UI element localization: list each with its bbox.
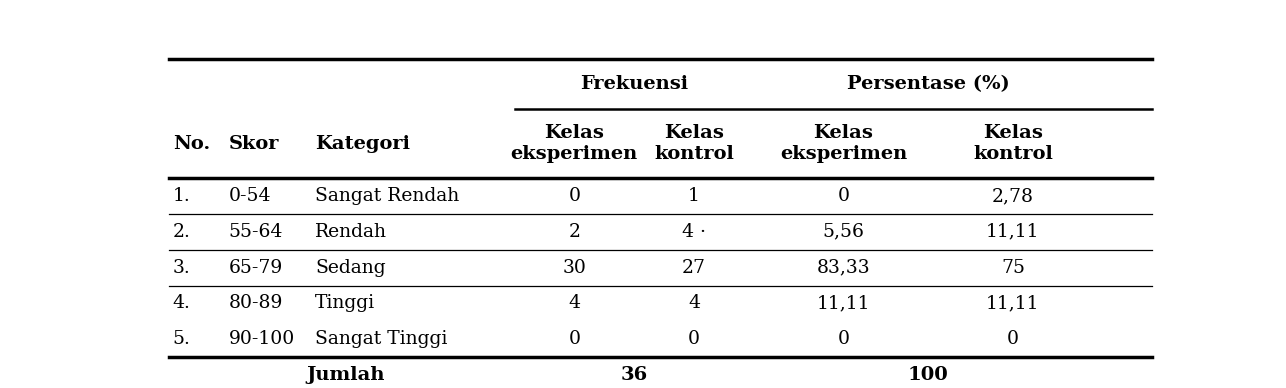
Text: 3.: 3. bbox=[172, 259, 190, 277]
Text: 0: 0 bbox=[837, 330, 850, 348]
Text: 0: 0 bbox=[837, 187, 850, 205]
Text: 1.: 1. bbox=[172, 187, 190, 205]
Text: Kelas
kontrol: Kelas kontrol bbox=[655, 124, 734, 163]
Text: 80-89: 80-89 bbox=[229, 294, 283, 312]
Text: 0: 0 bbox=[688, 330, 700, 348]
Text: Kategori: Kategori bbox=[315, 135, 410, 152]
Text: Skor: Skor bbox=[229, 135, 279, 152]
Text: 0: 0 bbox=[568, 330, 580, 348]
Text: 0: 0 bbox=[568, 187, 580, 205]
Text: 36: 36 bbox=[621, 366, 648, 384]
Text: Kelas
eksperimen: Kelas eksperimen bbox=[779, 124, 907, 163]
Text: 55-64: 55-64 bbox=[229, 223, 283, 241]
Text: Kelas
kontrol: Kelas kontrol bbox=[974, 124, 1053, 163]
Text: 1: 1 bbox=[688, 187, 700, 205]
Text: 4: 4 bbox=[568, 294, 580, 312]
Text: 5,56: 5,56 bbox=[823, 223, 864, 241]
Text: Frekuensi: Frekuensi bbox=[580, 75, 688, 93]
Text: No.: No. bbox=[172, 135, 210, 152]
Text: 4.: 4. bbox=[172, 294, 190, 312]
Text: 11,11: 11,11 bbox=[817, 294, 871, 312]
Text: Persentase (%): Persentase (%) bbox=[846, 75, 1010, 93]
Text: Sedang: Sedang bbox=[315, 259, 386, 277]
Text: Rendah: Rendah bbox=[315, 223, 387, 241]
Text: 11,11: 11,11 bbox=[986, 294, 1039, 312]
Text: 100: 100 bbox=[908, 366, 949, 384]
Text: 0-54: 0-54 bbox=[229, 187, 271, 205]
Text: Kelas
eksperimen: Kelas eksperimen bbox=[511, 124, 638, 163]
Text: 75: 75 bbox=[1001, 259, 1025, 277]
Text: 11,11: 11,11 bbox=[986, 223, 1039, 241]
Text: 83,33: 83,33 bbox=[817, 259, 871, 277]
Text: 0: 0 bbox=[1007, 330, 1019, 348]
Text: 4: 4 bbox=[688, 294, 700, 312]
Text: 30: 30 bbox=[562, 259, 586, 277]
Text: 4 ·: 4 · bbox=[682, 223, 706, 241]
Text: 65-79: 65-79 bbox=[229, 259, 283, 277]
Text: 5.: 5. bbox=[172, 330, 190, 348]
Text: 90-100: 90-100 bbox=[229, 330, 294, 348]
Text: 27: 27 bbox=[682, 259, 706, 277]
Text: 2.: 2. bbox=[172, 223, 190, 241]
Text: Sangat Rendah: Sangat Rendah bbox=[315, 187, 459, 205]
Text: 2: 2 bbox=[568, 223, 580, 241]
Text: 2,78: 2,78 bbox=[992, 187, 1034, 205]
Text: Sangat Tinggi: Sangat Tinggi bbox=[315, 330, 448, 348]
Text: Jumlah: Jumlah bbox=[306, 366, 385, 384]
Text: Tinggi: Tinggi bbox=[315, 294, 376, 312]
